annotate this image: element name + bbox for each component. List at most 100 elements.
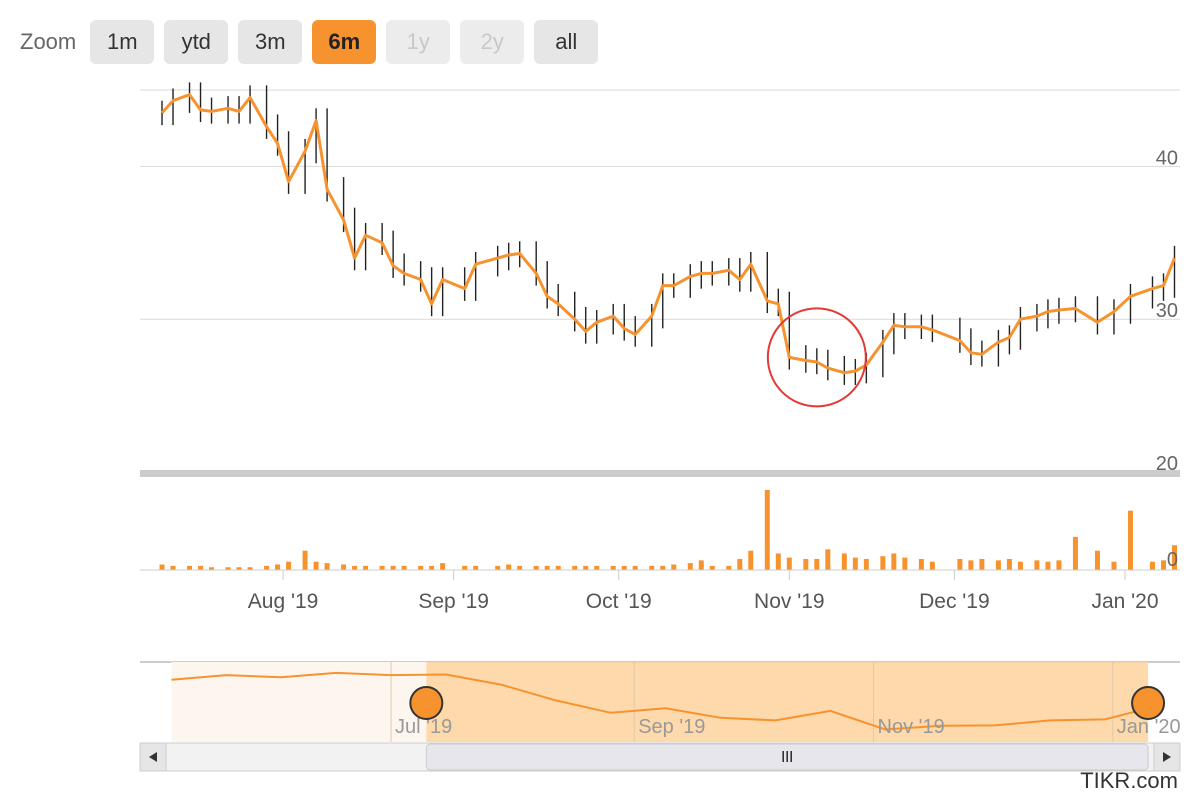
volume-bar	[698, 560, 704, 570]
pane-divider	[140, 470, 1180, 477]
volume-bar	[610, 565, 616, 570]
navigator-left-handle[interactable]	[409, 686, 444, 720]
volume-bar	[957, 558, 963, 570]
volume-bar	[187, 565, 193, 570]
volume-bar	[324, 563, 330, 570]
volume-bar	[390, 565, 396, 570]
volume-bar	[159, 564, 165, 570]
navigator-right-handle[interactable]	[1131, 686, 1166, 720]
volume-bar	[748, 550, 754, 570]
volume-bars	[159, 490, 1177, 570]
volume-bar	[660, 565, 666, 570]
volume-bar	[918, 558, 924, 570]
volume-bar	[852, 557, 858, 570]
volume-bar	[544, 565, 550, 570]
volume-bar	[825, 549, 831, 570]
navigator-series-line	[171, 671, 1149, 731]
arrow-left-icon	[149, 752, 157, 762]
volume-bar	[764, 490, 770, 570]
arrow-right-icon	[1163, 752, 1171, 762]
volume-bar	[170, 565, 176, 570]
x-axis: Aug '19 Sep '19 Oct '19 Nov '19 Dec '19 Jan '…	[248, 570, 1159, 613]
volume-bar	[1127, 510, 1133, 570]
price-series-line	[160, 93, 1176, 375]
volume-bar	[1094, 550, 1100, 570]
volume-bar	[583, 565, 589, 570]
volume-bar	[726, 565, 732, 570]
volume-bar	[632, 565, 638, 570]
volume-bar	[506, 564, 512, 570]
x-tick-label: Sep '19	[418, 590, 489, 613]
volume-bar	[198, 565, 204, 570]
volume-bar	[594, 565, 600, 570]
volume-bar	[1034, 560, 1040, 570]
price-gridlines	[140, 89, 1180, 320]
volume-bar	[209, 567, 215, 570]
volume-bar	[775, 553, 781, 570]
volume-bar	[517, 565, 523, 570]
volume-bar	[379, 565, 385, 570]
volume-bar	[225, 567, 231, 570]
navigator-x-label: Sep '19	[638, 716, 705, 738]
volume-bar	[880, 556, 886, 570]
volume-bar	[863, 558, 869, 570]
x-tick-label: Dec '19	[919, 590, 990, 613]
volume-bar	[841, 553, 847, 570]
volume-bar	[709, 565, 715, 570]
navigator-x-label: Nov '19	[878, 716, 945, 738]
volume-bar	[352, 565, 358, 570]
volume-bar	[968, 560, 974, 570]
x-tick-label: Oct '19	[586, 590, 652, 613]
volume-bar	[979, 558, 985, 570]
volume-bar	[929, 561, 935, 570]
navigator-selected-range[interactable]	[426, 662, 1149, 742]
volume-bar	[1017, 561, 1023, 570]
volume-bar	[1171, 545, 1177, 570]
volume-bar	[1056, 560, 1062, 570]
volume-bar	[621, 565, 627, 570]
grip-lines-icon	[782, 751, 793, 762]
volume-bar	[462, 565, 468, 570]
volume-bar	[891, 553, 897, 570]
volume-bar	[401, 565, 407, 570]
x-tick-label: Aug '19	[248, 590, 319, 613]
volume-bar	[313, 561, 319, 570]
navigator-x-label: Jan '20	[1117, 716, 1181, 738]
zoom-label: Zoom	[20, 29, 77, 54]
y-tick-label-40: 40	[1156, 147, 1178, 169]
navigator: Jul '19 Sep '19 Nov '19 Jan '20	[140, 661, 1181, 742]
volume-bar	[1149, 561, 1155, 570]
volume-bar	[687, 563, 693, 570]
zoom-toolbar: Zoom 1m ytd 3m 6m 1y 2y all	[20, 20, 608, 64]
volume-bar	[495, 565, 501, 570]
zoom-1m-button[interactable]: 1m	[90, 20, 155, 64]
x-tick-label: Nov '19	[754, 590, 825, 613]
volume-bar	[737, 558, 743, 570]
y-tick-label-30: 30	[1156, 300, 1178, 322]
zoom-3m-button[interactable]: 3m	[238, 20, 303, 64]
volume-bar	[1111, 561, 1117, 570]
volume-y-axis-label: 0	[1167, 549, 1178, 571]
volume-bar	[786, 557, 792, 570]
volume-bar	[341, 564, 347, 570]
volume-bar	[302, 550, 308, 570]
volume-bar	[286, 561, 292, 570]
volume-bar	[1045, 561, 1051, 570]
volume-bar	[275, 564, 281, 570]
volume-bar	[429, 565, 435, 570]
x-tick-label: Jan '20	[1091, 590, 1158, 613]
volume-bar	[418, 565, 424, 570]
volume-bar	[1072, 536, 1078, 570]
navigator-x-label: Jul '19	[395, 716, 452, 738]
price-y-axis-labels: 20 30 40	[1156, 147, 1178, 475]
highlight-circle	[766, 307, 867, 408]
scrollbar[interactable]	[139, 742, 1181, 772]
volume-bar	[1006, 558, 1012, 570]
zoom-6m-button[interactable]: 6m	[312, 20, 377, 64]
volume-bar	[671, 564, 677, 570]
volume-bar	[902, 557, 908, 570]
zoom-all-button[interactable]: all	[534, 20, 599, 64]
zoom-2y-button: 2y	[460, 20, 525, 64]
zoom-ytd-button[interactable]: ytd	[164, 20, 229, 64]
